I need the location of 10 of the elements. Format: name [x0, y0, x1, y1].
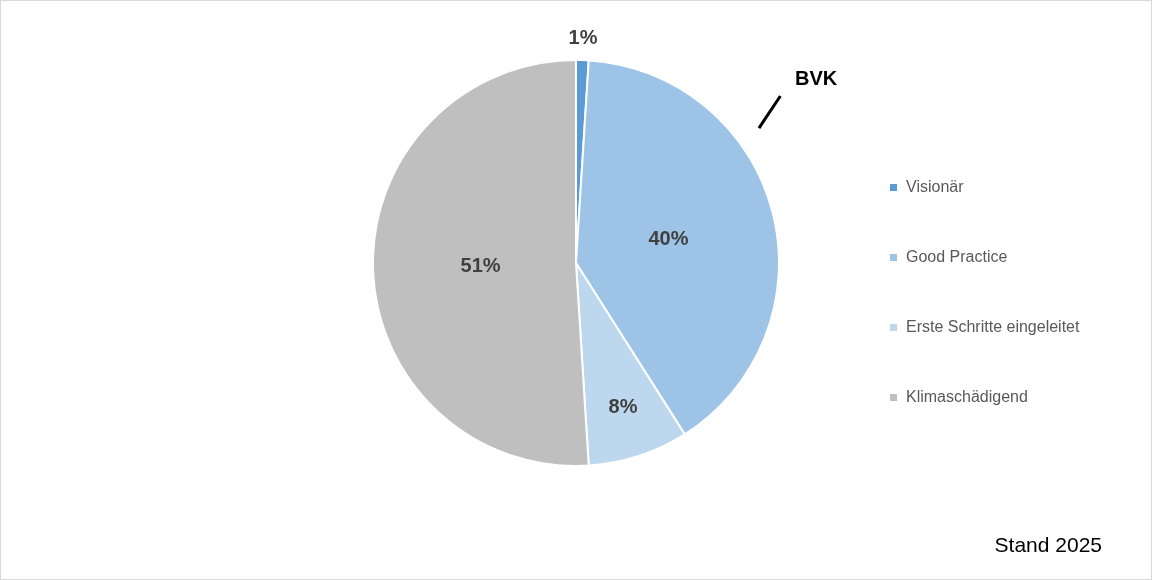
text: BVK [795, 66, 838, 89]
text: Stand 2025 [994, 532, 1102, 556]
data-label: 40% [648, 226, 689, 249]
legend-label: Klimaschädigend [906, 388, 1028, 406]
legend-label: Erste Schritte eingeleitet [906, 318, 1080, 336]
data-label: 8% [608, 395, 638, 418]
data-label: 51% [460, 253, 501, 276]
legend-label: Good Practice [906, 248, 1008, 266]
data-label: 1% [568, 25, 598, 48]
legend-label: Visionär [906, 178, 964, 196]
